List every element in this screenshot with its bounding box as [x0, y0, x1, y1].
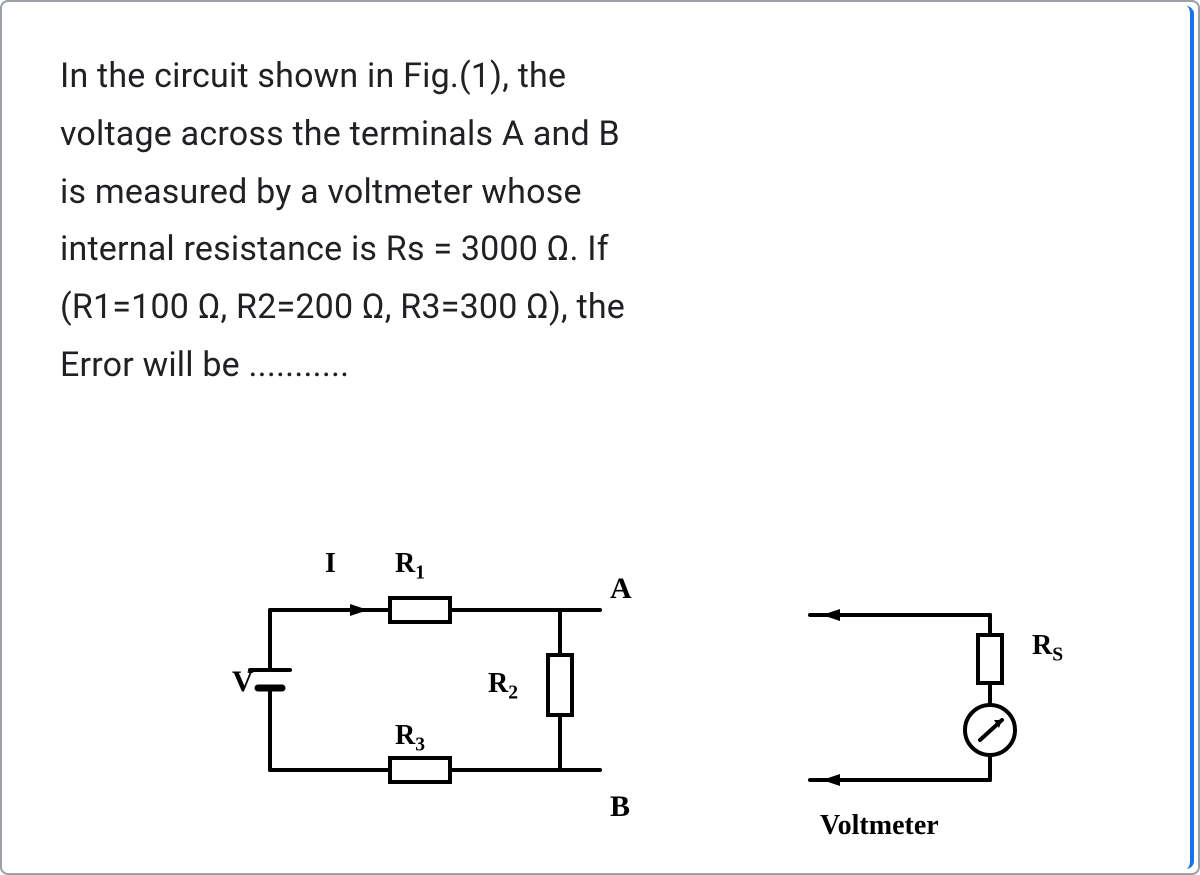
r2-label: R2 — [488, 668, 518, 705]
rs-label: RS — [1032, 630, 1063, 667]
terminal-a-label: A — [610, 572, 632, 606]
diagram-area: V I R1 R2 R3 A B RS Voltmeter — [0, 0, 1200, 875]
voltmeter-caption: Voltmeter — [820, 810, 939, 842]
source-label: V — [232, 665, 254, 699]
voltmeter-svg — [770, 555, 1090, 815]
r3-label: R3 — [395, 720, 425, 757]
circuit-svg — [200, 540, 660, 860]
r1-label: R1 — [395, 548, 425, 585]
current-label: I — [325, 548, 336, 580]
terminal-b-label: B — [610, 790, 630, 824]
